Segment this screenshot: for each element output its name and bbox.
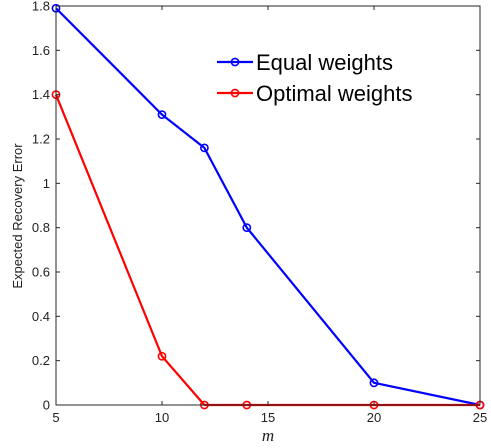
y-tick-label: 1.8 xyxy=(32,0,50,14)
tick-labels: 5 10 15 20 25 0 0.2 0.4 0.6 0.8 1 1.2 1.4 1.6 1.8 xyxy=(32,0,487,425)
y-tick-label: 1 xyxy=(43,176,50,191)
legend-marker-optimal-weights xyxy=(230,88,240,98)
x-tick-label: 5 xyxy=(52,410,59,425)
y-tick-label: 0 xyxy=(43,398,50,413)
x-tick-label: 10 xyxy=(155,410,169,425)
data-point-equal-weights xyxy=(369,378,379,388)
series-line-equal-weights xyxy=(55,7,481,407)
data-point-equal-weights xyxy=(242,223,252,233)
y-tick-label: 1.4 xyxy=(32,87,50,102)
legend: Equal weights Optimal weights xyxy=(206,41,461,113)
y-tick-label: 0.4 xyxy=(32,309,50,324)
x-axis-label: m xyxy=(262,426,274,445)
x-tick-label: 20 xyxy=(367,410,381,425)
x-tick-label: 25 xyxy=(473,410,487,425)
y-tick-label: 0.8 xyxy=(32,220,50,235)
data-point-optimal-weights xyxy=(157,351,167,361)
y-axis-label: Expected Recovery Error xyxy=(10,143,25,289)
y-tick-label: 0.2 xyxy=(32,353,50,368)
y-tick-label: 1.6 xyxy=(32,43,50,58)
data-point-equal-weights xyxy=(157,110,167,120)
legend-marker-equal-weights xyxy=(230,57,240,67)
data-point-equal-weights xyxy=(199,143,209,153)
legend-label-optimal-weights: Optimal weights xyxy=(256,81,413,106)
x-tick-label: 15 xyxy=(261,410,275,425)
y-tick-label: 1.2 xyxy=(32,132,50,147)
axes xyxy=(55,5,481,406)
y-tick-label: 0.6 xyxy=(32,265,50,280)
legend-box xyxy=(206,41,461,113)
legend-label-equal-weights: Equal weights xyxy=(256,50,393,75)
series-line-optimal-weights xyxy=(54,94,480,407)
